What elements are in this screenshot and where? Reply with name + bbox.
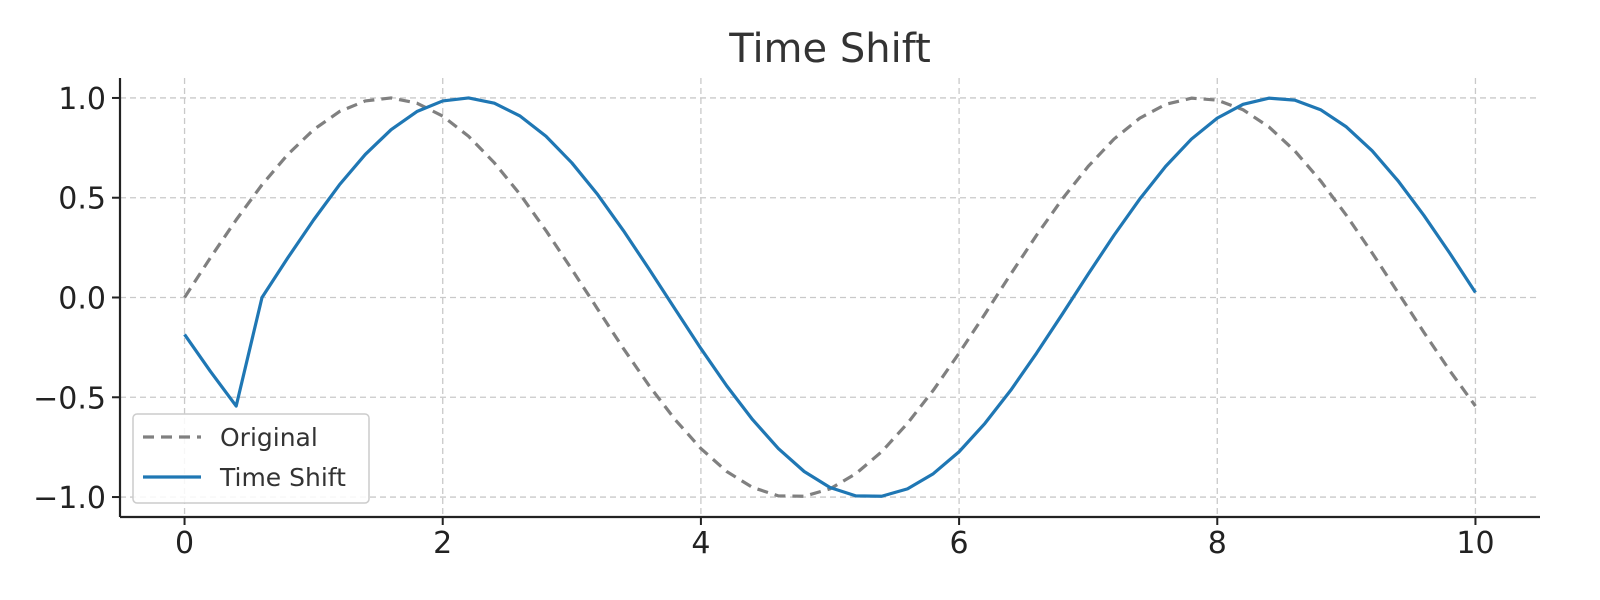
series-line-time-shift [183, 96, 1477, 498]
y-tick-label: −1.0 [33, 481, 106, 516]
x-tick-label: 2 [433, 526, 452, 561]
x-tick-label: 4 [691, 526, 710, 561]
chart-title: Time Shift [728, 26, 931, 72]
legend-box [132, 413, 370, 504]
legend: Original Time Shift [132, 413, 370, 504]
axes: 0 2 4 6 8 10 1.0 0.5 0.0 −0.5 −1.0 [33, 78, 1540, 561]
x-tick-label: 10 [1456, 526, 1494, 561]
y-tick-label: 1.0 [58, 82, 106, 117]
plot-area [183, 96, 1477, 498]
legend-label-original: Original [220, 423, 318, 452]
grid [120, 78, 1540, 517]
x-tick-label: 0 [175, 526, 194, 561]
legend-label-time-shift: Time Shift [219, 463, 346, 492]
y-tick-label: 0.5 [58, 182, 106, 217]
y-tick-label: 0.0 [58, 282, 106, 317]
x-tick-label: 8 [1208, 526, 1227, 561]
x-tick-label: 6 [950, 526, 969, 561]
y-tick-label: −0.5 [33, 381, 106, 416]
